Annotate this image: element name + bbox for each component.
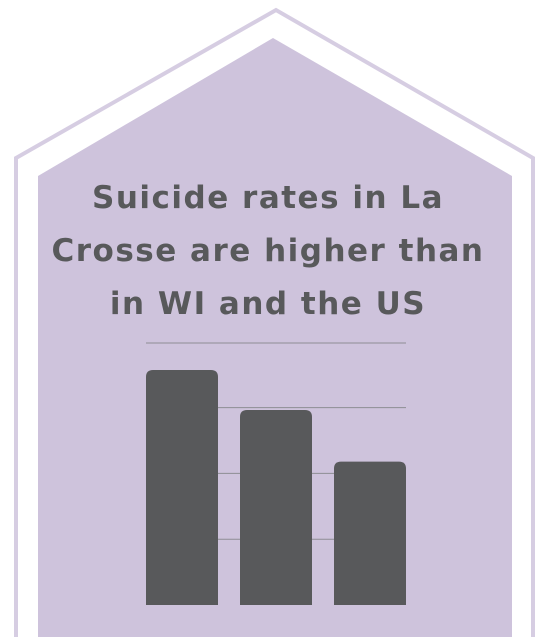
house-outline: [14, 7, 535, 637]
bar-3: [334, 461, 406, 605]
chart-bars: [146, 370, 406, 605]
headline: Suicide rates in La Crosse are higher th…: [51, 180, 485, 322]
bar-2: [240, 409, 312, 605]
bar-1: [146, 370, 218, 605]
